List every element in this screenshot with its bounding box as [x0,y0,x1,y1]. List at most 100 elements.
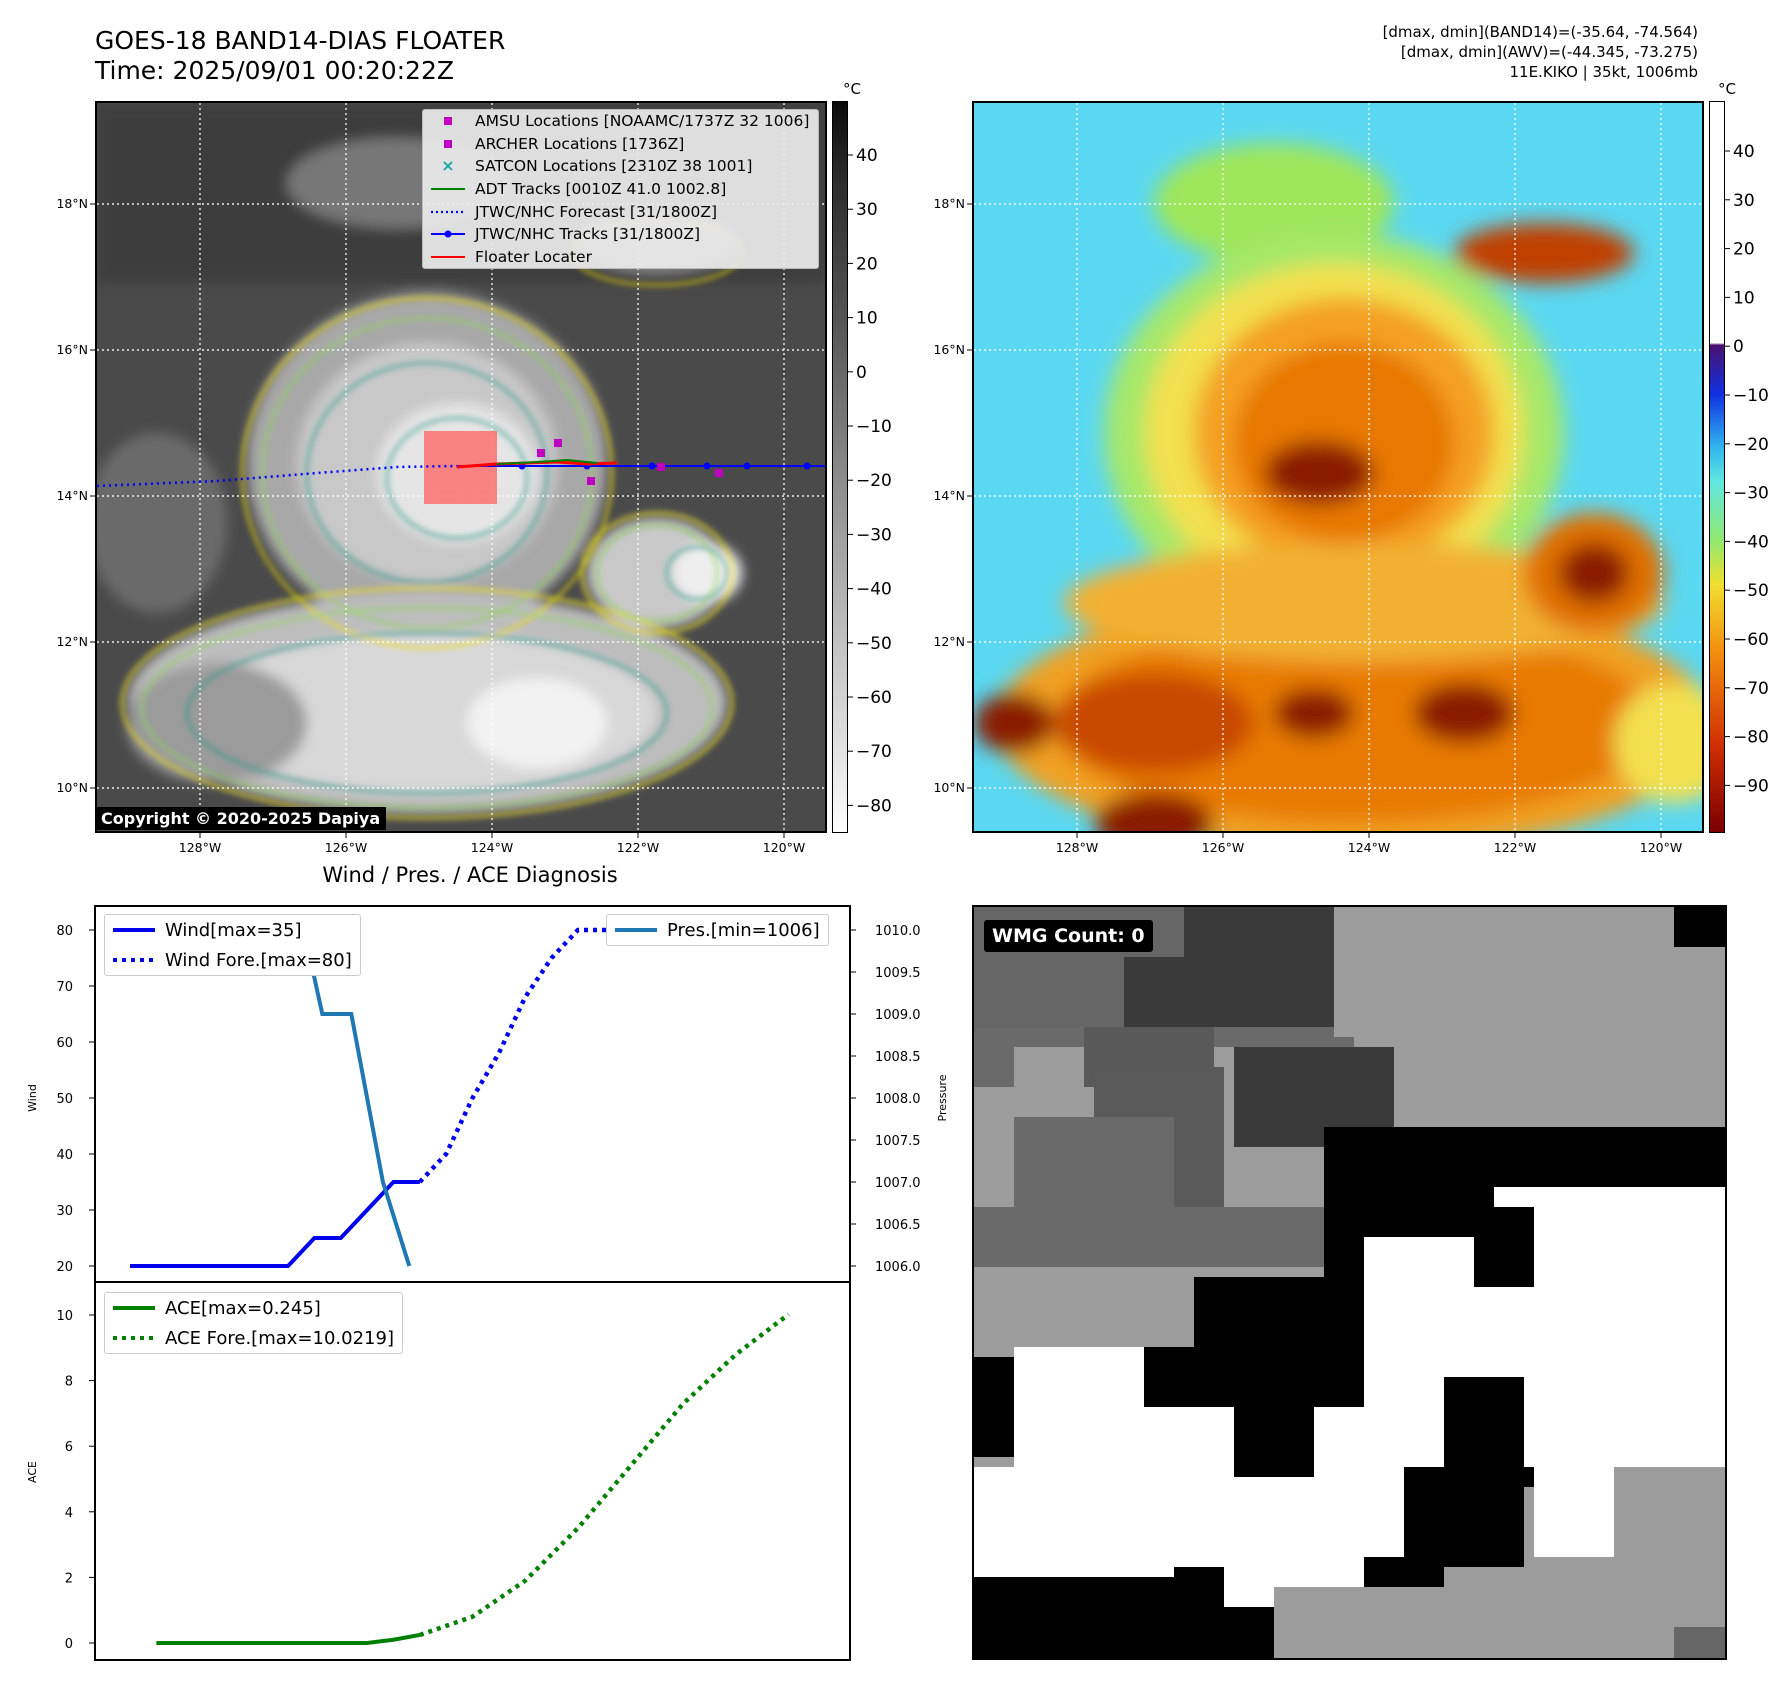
pressure-axis-label: Pressure [936,1074,949,1121]
map-legend-label: AMSU Locations [NOAAMC/1737Z 32 1006] [475,112,810,131]
wind-legend: Wind[max=35] Wind Fore.[max=80] [104,914,361,976]
legend-line-icon [111,922,157,938]
title-line-product: GOES-18 BAND14-DIAS FLOATER [95,26,506,55]
pressure-tick-label: 1008.0 [875,1092,921,1107]
info-awv-range: [dmax, dmin](AWV)=(-44.345, -73.275) [1400,43,1698,61]
map-legend-entry: Floater Locater [423,246,818,269]
pressure-series-line [156,928,412,1267]
ace-axes [94,1281,851,1661]
map-lat-label: 10°N [933,780,965,795]
ace-tick-label: 10 [56,1309,73,1324]
wind-tick-label: 80 [56,924,73,939]
right-colorbar-tick: −90 [1733,776,1769,796]
legend-line-icon [111,1330,157,1346]
chart-legend-label: Wind[max=35] [165,919,302,941]
wmg-canvas [974,907,1725,1658]
map-legend-entry: AMSU Locations [NOAAMC/1737Z 32 1006] [423,110,818,133]
wind-tick-label: 60 [56,1036,73,1051]
map-legend-entry: ADT Tracks [0010Z 41.0 1002.8] [423,178,818,201]
right-colorbar-tick: 10 [1733,288,1755,308]
legend-line-icon [111,1300,157,1316]
left-colorbar-tick: −20 [856,471,892,491]
left-colorbar-tick: 40 [856,146,878,166]
info-storm: 11E.KIKO | 35kt, 1006mb [1509,63,1698,81]
left-colorbar-tick: 0 [856,363,867,383]
wmg-count-badge: WMG Count: 0 [984,920,1153,952]
right-colorbar-tick: 0 [1733,337,1744,357]
ace-forecast-line [419,1312,791,1638]
right-colorbar-tick: −40 [1733,532,1769,552]
chart-legend-entry: Wind[max=35] [105,915,360,945]
chart-legend-entry: Wind Fore.[max=80] [105,945,360,975]
wind-tick-label: 20 [56,1260,73,1275]
right-colorbar-tick: −80 [1733,728,1769,748]
map-lon-label: 126°W [325,840,367,855]
wind-axis-label: Wind [26,1084,39,1112]
map-legend-label: ADT Tracks [0010Z 41.0 1002.8] [475,180,727,199]
legend-symbol-icon [429,136,467,152]
pressure-tick-label: 1007.5 [875,1134,921,1149]
right-colorbar-tick: 40 [1733,142,1755,162]
left-colorbar-unit: °C [843,80,861,98]
map-lon-label: 120°W [763,840,805,855]
info-block: [dmax, dmin](BAND14)=(-35.64, -74.564) [… [1383,22,1698,82]
ace-tick-label: 6 [65,1440,73,1455]
right-colorbar-tick: −70 [1733,679,1769,699]
left-colorbar-tick: 10 [856,309,878,329]
map-lat-label: 12°N [56,634,88,649]
pressure-tick-label: 1007.0 [875,1176,921,1191]
map-lon-label: 124°W [471,840,513,855]
map-legend-label: ARCHER Locations [1736Z] [475,134,685,153]
pressure-tick-label: 1009.5 [875,966,921,981]
color-ir-panel [972,101,1704,833]
chart-legend-label: Wind Fore.[max=80] [165,949,352,971]
left-colorbar-tick: −50 [856,634,892,654]
legend-symbol-icon [429,249,467,265]
left-colorbar-tick: 20 [856,254,878,274]
svg-text:×: × [441,158,454,174]
chart-legend-label: ACE Fore.[max=10.0219] [165,1327,394,1349]
map-legend-label: JTWC/NHC Forecast [31/1800Z] [475,202,718,221]
map-lon-label: 128°W [179,840,221,855]
map-lon-label: 122°W [1494,840,1536,855]
chart-legend-entry: ACE[max=0.245] [105,1293,402,1323]
map-lat-label: 12°N [933,634,965,649]
left-colorbar [832,101,848,833]
map-legend-entry: JTWC/NHC Tracks [31/1800Z] [423,223,818,246]
legend-symbol-icon [429,181,467,197]
title-line-time: Time: 2025/09/01 00:20:22Z [95,56,454,85]
map-lat-label: 18°N [933,196,965,211]
right-colorbar-tick: −60 [1733,630,1769,650]
map-lon-label: 126°W [1202,840,1244,855]
wind-tick-label: 50 [56,1092,73,1107]
ace-legend: ACE[max=0.245] ACE Fore.[max=10.0219] [104,1292,403,1354]
map-lat-label: 16°N [56,342,88,357]
right-colorbar-tick: 20 [1733,240,1755,260]
pressure-tick-label: 1009.0 [875,1008,921,1023]
legend-line-icon [111,952,157,968]
chart-legend-entry: ACE Fore.[max=10.0219] [105,1323,402,1353]
left-colorbar-tick: −30 [856,525,892,545]
right-colorbar-tick: 30 [1733,191,1755,211]
wind-tick-label: 70 [56,980,73,995]
map-lon-label: 120°W [1640,840,1682,855]
right-colorbar-tick: −10 [1733,386,1769,406]
left-colorbar-tick: −80 [856,796,892,816]
ace-tick-label: 4 [65,1506,73,1521]
ace-series-line [156,1632,421,1645]
chart-legend-label: Pres.[min=1006] [667,919,820,941]
wind-tick-label: 30 [56,1204,73,1219]
color-ir-canvas [974,103,1702,831]
map-legend-entry: × SATCON Locations [2310Z 38 1001] [423,155,818,178]
right-colorbar-unit: °C [1718,80,1736,98]
legend-symbol-icon: × [429,158,467,174]
map-legend-entry: JTWC/NHC Forecast [31/1800Z] [423,200,818,223]
left-colorbar-tick: −60 [856,688,892,708]
info-band14-range: [dmax, dmin](BAND14)=(-35.64, -74.564) [1382,23,1698,41]
map-lat-label: 18°N [56,196,88,211]
map-lon-label: 122°W [617,840,659,855]
copyright-label: Copyright © 2020-2025 Dapiya [95,807,387,830]
pressure-tick-label: 1008.5 [875,1050,921,1065]
right-colorbar-tick: −50 [1733,581,1769,601]
map-lon-label: 128°W [1056,840,1098,855]
